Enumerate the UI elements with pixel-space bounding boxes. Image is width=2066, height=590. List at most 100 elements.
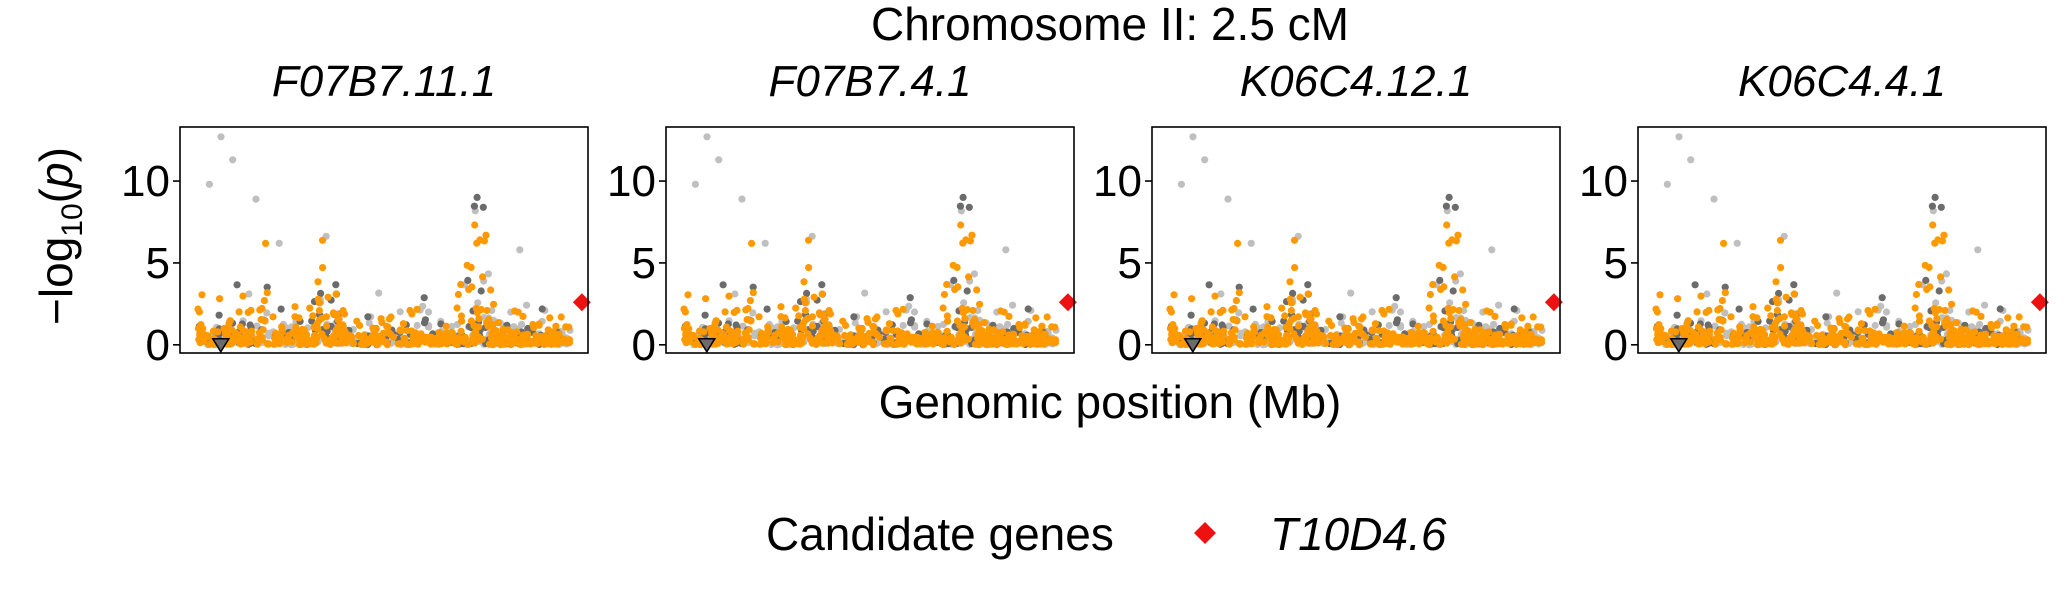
data-point	[1485, 328, 1493, 336]
data-point	[1925, 263, 1933, 271]
facet-panel-1: F07B7.4.1 0 5 10	[607, 57, 1077, 370]
legend-title: Candidate genes	[766, 508, 1114, 560]
data-point	[1429, 280, 1437, 289]
data-point	[1773, 316, 1782, 324]
data-point	[1286, 325, 1294, 333]
data-point	[1304, 281, 1312, 289]
data-point	[1775, 289, 1783, 297]
data-point	[1934, 236, 1942, 244]
data-point	[1790, 290, 1798, 298]
data-point	[1332, 337, 1340, 345]
data-point	[1776, 330, 1784, 338]
data-point	[1948, 300, 1956, 308]
data-point	[471, 339, 479, 347]
data-point	[1256, 335, 1264, 343]
data-point	[1429, 327, 1437, 335]
data-point	[1933, 315, 1941, 323]
data-point	[1449, 287, 1457, 295]
data-point	[333, 310, 341, 318]
data-point	[961, 323, 969, 331]
data-point	[1341, 324, 1349, 332]
data-point	[557, 313, 565, 321]
facet-label: K06C4.12.1	[1240, 57, 1472, 106]
data-point	[940, 290, 949, 299]
data-point	[1344, 335, 1352, 343]
data-point	[1746, 329, 1754, 337]
data-point	[1442, 202, 1450, 210]
data-point	[1461, 332, 1469, 340]
data-point	[943, 327, 951, 335]
data-point	[880, 340, 888, 348]
data-point	[1818, 337, 1826, 345]
data-point	[195, 308, 203, 316]
data-point	[1420, 322, 1428, 331]
data-point	[1756, 339, 1764, 347]
data-point	[741, 329, 749, 337]
data-point	[487, 286, 495, 294]
data-point	[957, 339, 965, 347]
data-point	[504, 326, 512, 334]
data-point	[252, 195, 260, 203]
data-point	[956, 331, 964, 339]
data-point	[1286, 278, 1294, 286]
data-point	[1287, 299, 1296, 307]
data-point	[1993, 321, 2001, 329]
data-point	[861, 289, 869, 297]
data-point	[846, 337, 854, 345]
data-point	[258, 304, 266, 313]
data-point	[779, 333, 788, 341]
data-point	[1537, 336, 1545, 344]
data-point	[1735, 305, 1743, 313]
y-tick-label: 0	[146, 321, 170, 370]
data-point	[1518, 314, 1526, 322]
data-point	[476, 236, 484, 244]
data-point	[1915, 280, 1923, 289]
data-point	[523, 301, 531, 309]
data-point	[804, 330, 812, 338]
panel-border	[665, 126, 1075, 354]
data-point	[1722, 340, 1730, 348]
data-point	[712, 317, 720, 325]
data-point	[1237, 329, 1245, 337]
data-point	[1373, 334, 1381, 342]
data-point	[516, 246, 524, 254]
data-point	[215, 311, 223, 319]
data-point	[1290, 236, 1299, 244]
data-point	[453, 304, 461, 312]
data-point	[1327, 331, 1335, 340]
data-point	[1933, 323, 1941, 331]
data-point	[749, 289, 757, 297]
data-point	[454, 290, 462, 299]
facet-label: K06C4.4.1	[1738, 57, 1946, 106]
data-point	[1658, 335, 1666, 343]
data-point	[1915, 312, 1923, 320]
data-point	[222, 328, 230, 336]
data-point	[999, 328, 1007, 336]
data-point	[1790, 339, 1798, 347]
data-point	[1443, 221, 1451, 229]
point-layer	[1166, 133, 1546, 349]
data-point	[396, 327, 405, 335]
data-point	[1425, 304, 1433, 312]
data-point	[943, 312, 952, 320]
data-point	[293, 333, 301, 341]
data-point	[1313, 327, 1321, 335]
data-point	[1872, 340, 1880, 348]
data-point	[198, 291, 206, 299]
data-point	[379, 329, 387, 337]
data-point	[1721, 289, 1729, 297]
data-point	[1294, 322, 1303, 330]
data-point	[247, 306, 255, 314]
data-point	[960, 299, 968, 307]
data-point	[1457, 316, 1465, 324]
data-point	[276, 337, 284, 345]
data-point	[750, 340, 758, 348]
data-point	[448, 322, 456, 331]
data-point	[2015, 313, 2023, 321]
data-point	[1882, 308, 1891, 316]
data-point	[1385, 305, 1393, 313]
data-point	[749, 283, 757, 291]
data-point	[242, 328, 250, 336]
data-point	[748, 239, 756, 247]
data-point	[1247, 239, 1255, 247]
